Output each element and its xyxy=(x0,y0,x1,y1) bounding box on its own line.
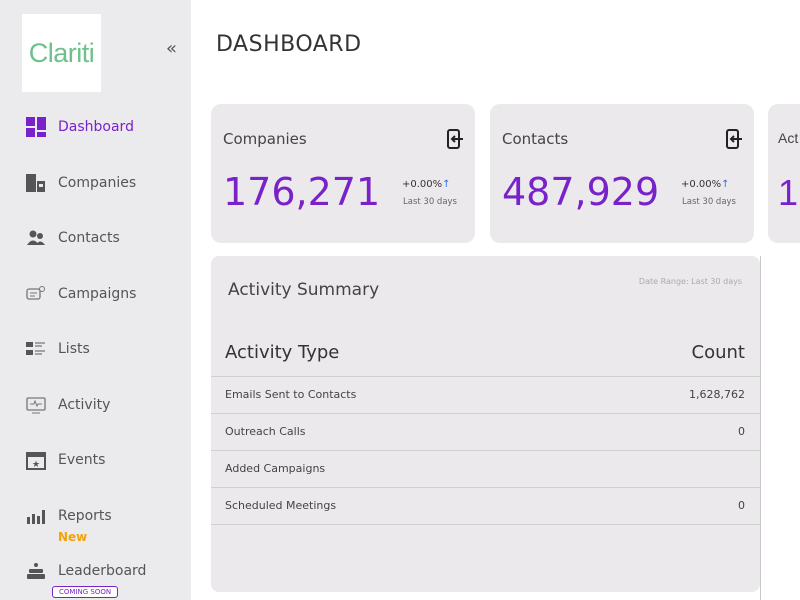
arrow-up-icon: ↑ xyxy=(721,179,730,190)
sidebar-item-label: Campaigns xyxy=(58,286,137,302)
sidebar-item-events[interactable]: ★ Events xyxy=(26,448,105,472)
activities-card: Act 1 xyxy=(768,104,800,243)
enter-icon[interactable] xyxy=(723,129,743,149)
activity-count: 0 xyxy=(738,425,745,438)
panel-divider xyxy=(760,256,761,600)
activity-type: Scheduled Meetings xyxy=(225,499,337,512)
card-label: Companies xyxy=(223,130,307,148)
card-label: Act xyxy=(778,130,799,146)
card-label: Contacts xyxy=(502,130,569,148)
card-change: +0.00%↑ xyxy=(681,179,730,190)
building-icon xyxy=(26,173,46,193)
monitor-activity-icon xyxy=(26,395,46,415)
new-badge: New xyxy=(58,530,88,544)
svg-text:★: ★ xyxy=(32,460,40,470)
sidebar-item-label: Events xyxy=(58,452,106,468)
sidebar-item-dashboard[interactable]: Dashboard xyxy=(26,115,134,139)
sidebar-item-reports[interactable]: Reports xyxy=(26,504,112,528)
sidebar-item-campaigns[interactable]: Campaigns xyxy=(26,282,136,306)
sidebar: Clariti « Dashboard Companies Contacts C… xyxy=(0,0,191,600)
logo-text: Clariti xyxy=(28,37,95,68)
card-value: 1 xyxy=(778,172,799,213)
activity-type: Emails Sent to Contacts xyxy=(225,388,357,401)
contacts-card: Contacts 487,929 +0.00%↑ Last 30 days xyxy=(490,104,754,243)
podium-icon xyxy=(26,561,46,581)
table-row: Emails Sent to Contacts 1,628,762 xyxy=(211,377,760,414)
column-header-type: Activity Type xyxy=(225,342,340,363)
sidebar-item-label: Activity xyxy=(58,397,111,413)
panel-title: Activity Summary xyxy=(228,280,380,300)
change-percent: +0.00% xyxy=(681,179,722,190)
sidebar-item-label: Leaderboard xyxy=(58,563,147,579)
sidebar-item-label: Contacts xyxy=(58,230,120,246)
bar-chart-icon xyxy=(26,506,46,526)
sidebar-item-companies[interactable]: Companies xyxy=(26,171,136,195)
sidebar-item-label: Dashboard xyxy=(58,119,134,135)
activity-count: 1,628,762 xyxy=(689,388,745,401)
dashboard-icon xyxy=(26,117,46,137)
page-title: DASHBOARD xyxy=(216,32,362,57)
sidebar-item-leaderboard[interactable]: Leaderboard xyxy=(26,559,146,583)
table-header: Activity Type Count xyxy=(211,342,760,377)
card-value: 176,271 xyxy=(223,170,381,214)
sidebar-item-contacts[interactable]: Contacts xyxy=(26,226,120,250)
sidebar-item-label: Reports xyxy=(58,508,112,524)
coming-soon-badge: COMING SOON xyxy=(52,586,119,598)
arrow-up-icon: ↑ xyxy=(442,179,451,190)
activity-summary-panel: Activity Summary Date Range: Last 30 day… xyxy=(211,256,760,592)
activity-type: Outreach Calls xyxy=(225,425,306,438)
activity-count: 0 xyxy=(738,499,745,512)
collapse-sidebar-icon[interactable]: « xyxy=(166,38,178,59)
logo[interactable]: Clariti xyxy=(22,14,101,92)
sidebar-item-label: Lists xyxy=(58,341,90,357)
card-period: Last 30 days xyxy=(403,197,457,207)
table-row: Added Campaigns xyxy=(211,451,760,488)
date-range: Date Range: Last 30 days xyxy=(638,277,742,286)
list-icon xyxy=(26,339,46,359)
enter-icon[interactable] xyxy=(444,129,464,149)
column-header-count: Count xyxy=(691,342,745,363)
change-percent: +0.00% xyxy=(402,179,443,190)
sidebar-item-activity[interactable]: Activity xyxy=(26,393,110,417)
table-row: Scheduled Meetings 0 xyxy=(211,488,760,525)
companies-card: Companies 176,271 +0.00%↑ Last 30 days xyxy=(211,104,475,243)
card-period: Last 30 days xyxy=(682,197,736,207)
users-icon xyxy=(26,228,46,248)
calendar-star-icon: ★ xyxy=(26,450,46,470)
sidebar-item-lists[interactable]: Lists xyxy=(26,337,90,361)
campaign-icon xyxy=(26,284,46,304)
card-value: 487,929 xyxy=(502,170,660,214)
activity-type: Added Campaigns xyxy=(225,462,326,475)
sidebar-item-label: Companies xyxy=(58,175,137,191)
table-row: Outreach Calls 0 xyxy=(211,414,760,451)
card-change: +0.00%↑ xyxy=(402,179,451,190)
